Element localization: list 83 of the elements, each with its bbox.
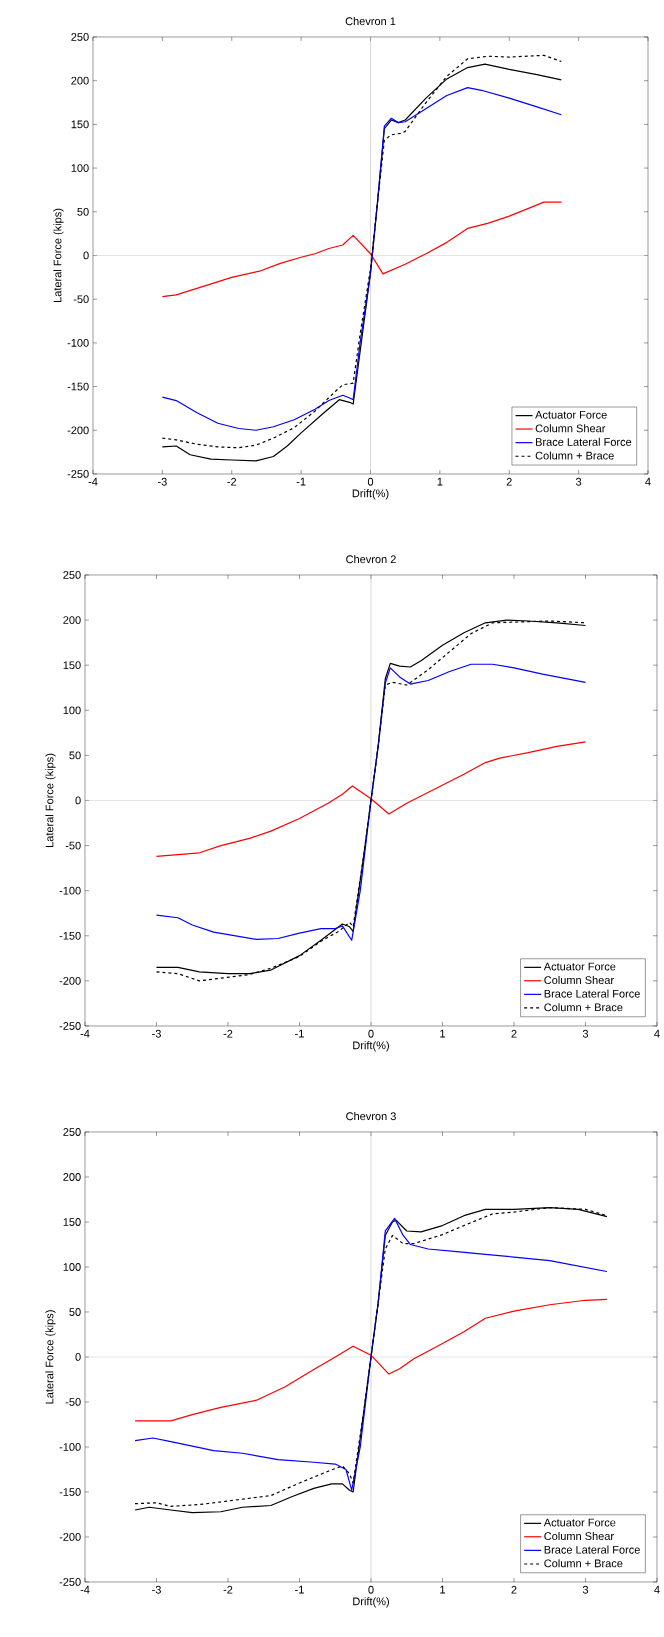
legend-label: Brace Lateral Force (544, 989, 640, 998)
line-series (161, 201, 563, 298)
x-tick-label: 0 (368, 1029, 374, 1038)
y-tick-label: 100 (71, 164, 89, 172)
legend-label: Brace Lateral Force (536, 437, 632, 446)
x-tick-label: -1 (295, 1029, 304, 1038)
y-tick-label: -50 (73, 295, 89, 304)
y-tick-label: 250 (63, 1128, 81, 1136)
y-axis-title: Lateral Force (kips) (45, 1310, 56, 1404)
x-tick-label: 4 (654, 1029, 660, 1038)
legend-label: Column Shear (535, 424, 606, 433)
y-tick-label: 0 (83, 251, 89, 260)
legend-label: Column Shear (544, 1531, 615, 1541)
y-tick-label: 150 (71, 120, 89, 129)
y-tick-label: -250 (59, 1578, 81, 1586)
y-tick-label: 100 (63, 1263, 81, 1271)
y-tick-label: 50 (77, 207, 89, 216)
x-tick-label: 0 (368, 1585, 374, 1594)
legend-label: Brace Lateral Force (544, 1545, 640, 1554)
y-tick-label: -100 (59, 886, 81, 895)
line-series (134, 1298, 608, 1422)
y-tick-label: -250 (67, 470, 89, 478)
y-tick-label: 150 (63, 661, 81, 670)
x-tick-label: -3 (158, 477, 167, 486)
y-tick-label: -100 (67, 338, 89, 347)
y-tick-label: -100 (59, 1443, 81, 1451)
y-tick-label: -250 (59, 1022, 81, 1030)
y-tick-label: -200 (59, 976, 81, 985)
y-tick-label: 200 (71, 76, 89, 85)
x-tick-label: -4 (80, 1029, 90, 1038)
x-tick-label: 3 (582, 1029, 589, 1038)
y-tick-label: 0 (75, 796, 81, 805)
y-tick-label: -200 (67, 426, 89, 435)
y-tick-label: -50 (65, 841, 81, 850)
x-tick-label: 1 (440, 1585, 446, 1594)
x-tick-label: -2 (223, 1585, 233, 1594)
x-tick-label: 2 (511, 1585, 517, 1594)
x-tick-label: 3 (576, 477, 582, 486)
x-tick-label: 2 (511, 1029, 517, 1038)
x-tick-label: -3 (152, 1585, 162, 1594)
y-tick-label: 250 (71, 33, 89, 41)
chart-title: Chevron 2 (346, 555, 396, 564)
legend-label: Actuator Force (535, 411, 607, 419)
legend-label: Actuator Force (543, 962, 616, 971)
y-axis-title: Lateral Force (kips) (53, 208, 64, 302)
x-tick-label: 1 (437, 477, 443, 486)
legend-label: Column + Brace (544, 1559, 623, 1568)
y-axis-title: Lateral Force (kips) (45, 753, 56, 847)
y-tick-label: -150 (59, 931, 81, 940)
x-tick-label: -1 (296, 477, 306, 486)
x-tick-label: -4 (88, 477, 98, 486)
y-tick-label: 50 (69, 751, 81, 760)
x-tick-label: 3 (582, 1585, 589, 1594)
y-tick-label: 200 (63, 1173, 81, 1181)
x-tick-label: -2 (223, 1029, 233, 1038)
x-tick-label: 4 (654, 1585, 660, 1594)
y-tick-label: 250 (63, 571, 81, 579)
x-axis-title: Drift(%) (352, 489, 389, 500)
legend-label: Column Shear (544, 975, 615, 985)
x-tick-label: -4 (80, 1585, 90, 1594)
x-tick-label: 4 (645, 477, 651, 486)
x-tick-label: -3 (152, 1029, 162, 1038)
x-axis-title: Drift(%) (353, 1041, 390, 1052)
x-tick-label: 0 (368, 477, 374, 486)
y-tick-label: -50 (65, 1398, 81, 1406)
y-tick-label: 150 (63, 1218, 81, 1226)
y-tick-label: 100 (63, 706, 81, 715)
legend-label: Column + Brace (535, 451, 614, 460)
chart-title: Chevron 3 (346, 1112, 397, 1121)
chart-title: Chevron 1 (345, 17, 396, 26)
y-tick-label: -150 (59, 1488, 81, 1496)
x-tick-label: 2 (506, 477, 512, 486)
x-tick-label: -1 (295, 1585, 304, 1594)
legend-label: Column + Brace (544, 1003, 623, 1012)
x-axis-title: Drift(%) (353, 1597, 390, 1608)
x-tick-label: -2 (227, 477, 237, 486)
y-tick-label: 0 (75, 1353, 81, 1361)
y-tick-label: 200 (63, 616, 81, 624)
legend-label: Actuator Force (543, 1518, 616, 1527)
x-tick-label: 1 (440, 1029, 446, 1038)
y-tick-label: -200 (59, 1533, 81, 1541)
y-tick-label: 50 (69, 1308, 81, 1316)
y-tick-label: -150 (67, 382, 89, 391)
